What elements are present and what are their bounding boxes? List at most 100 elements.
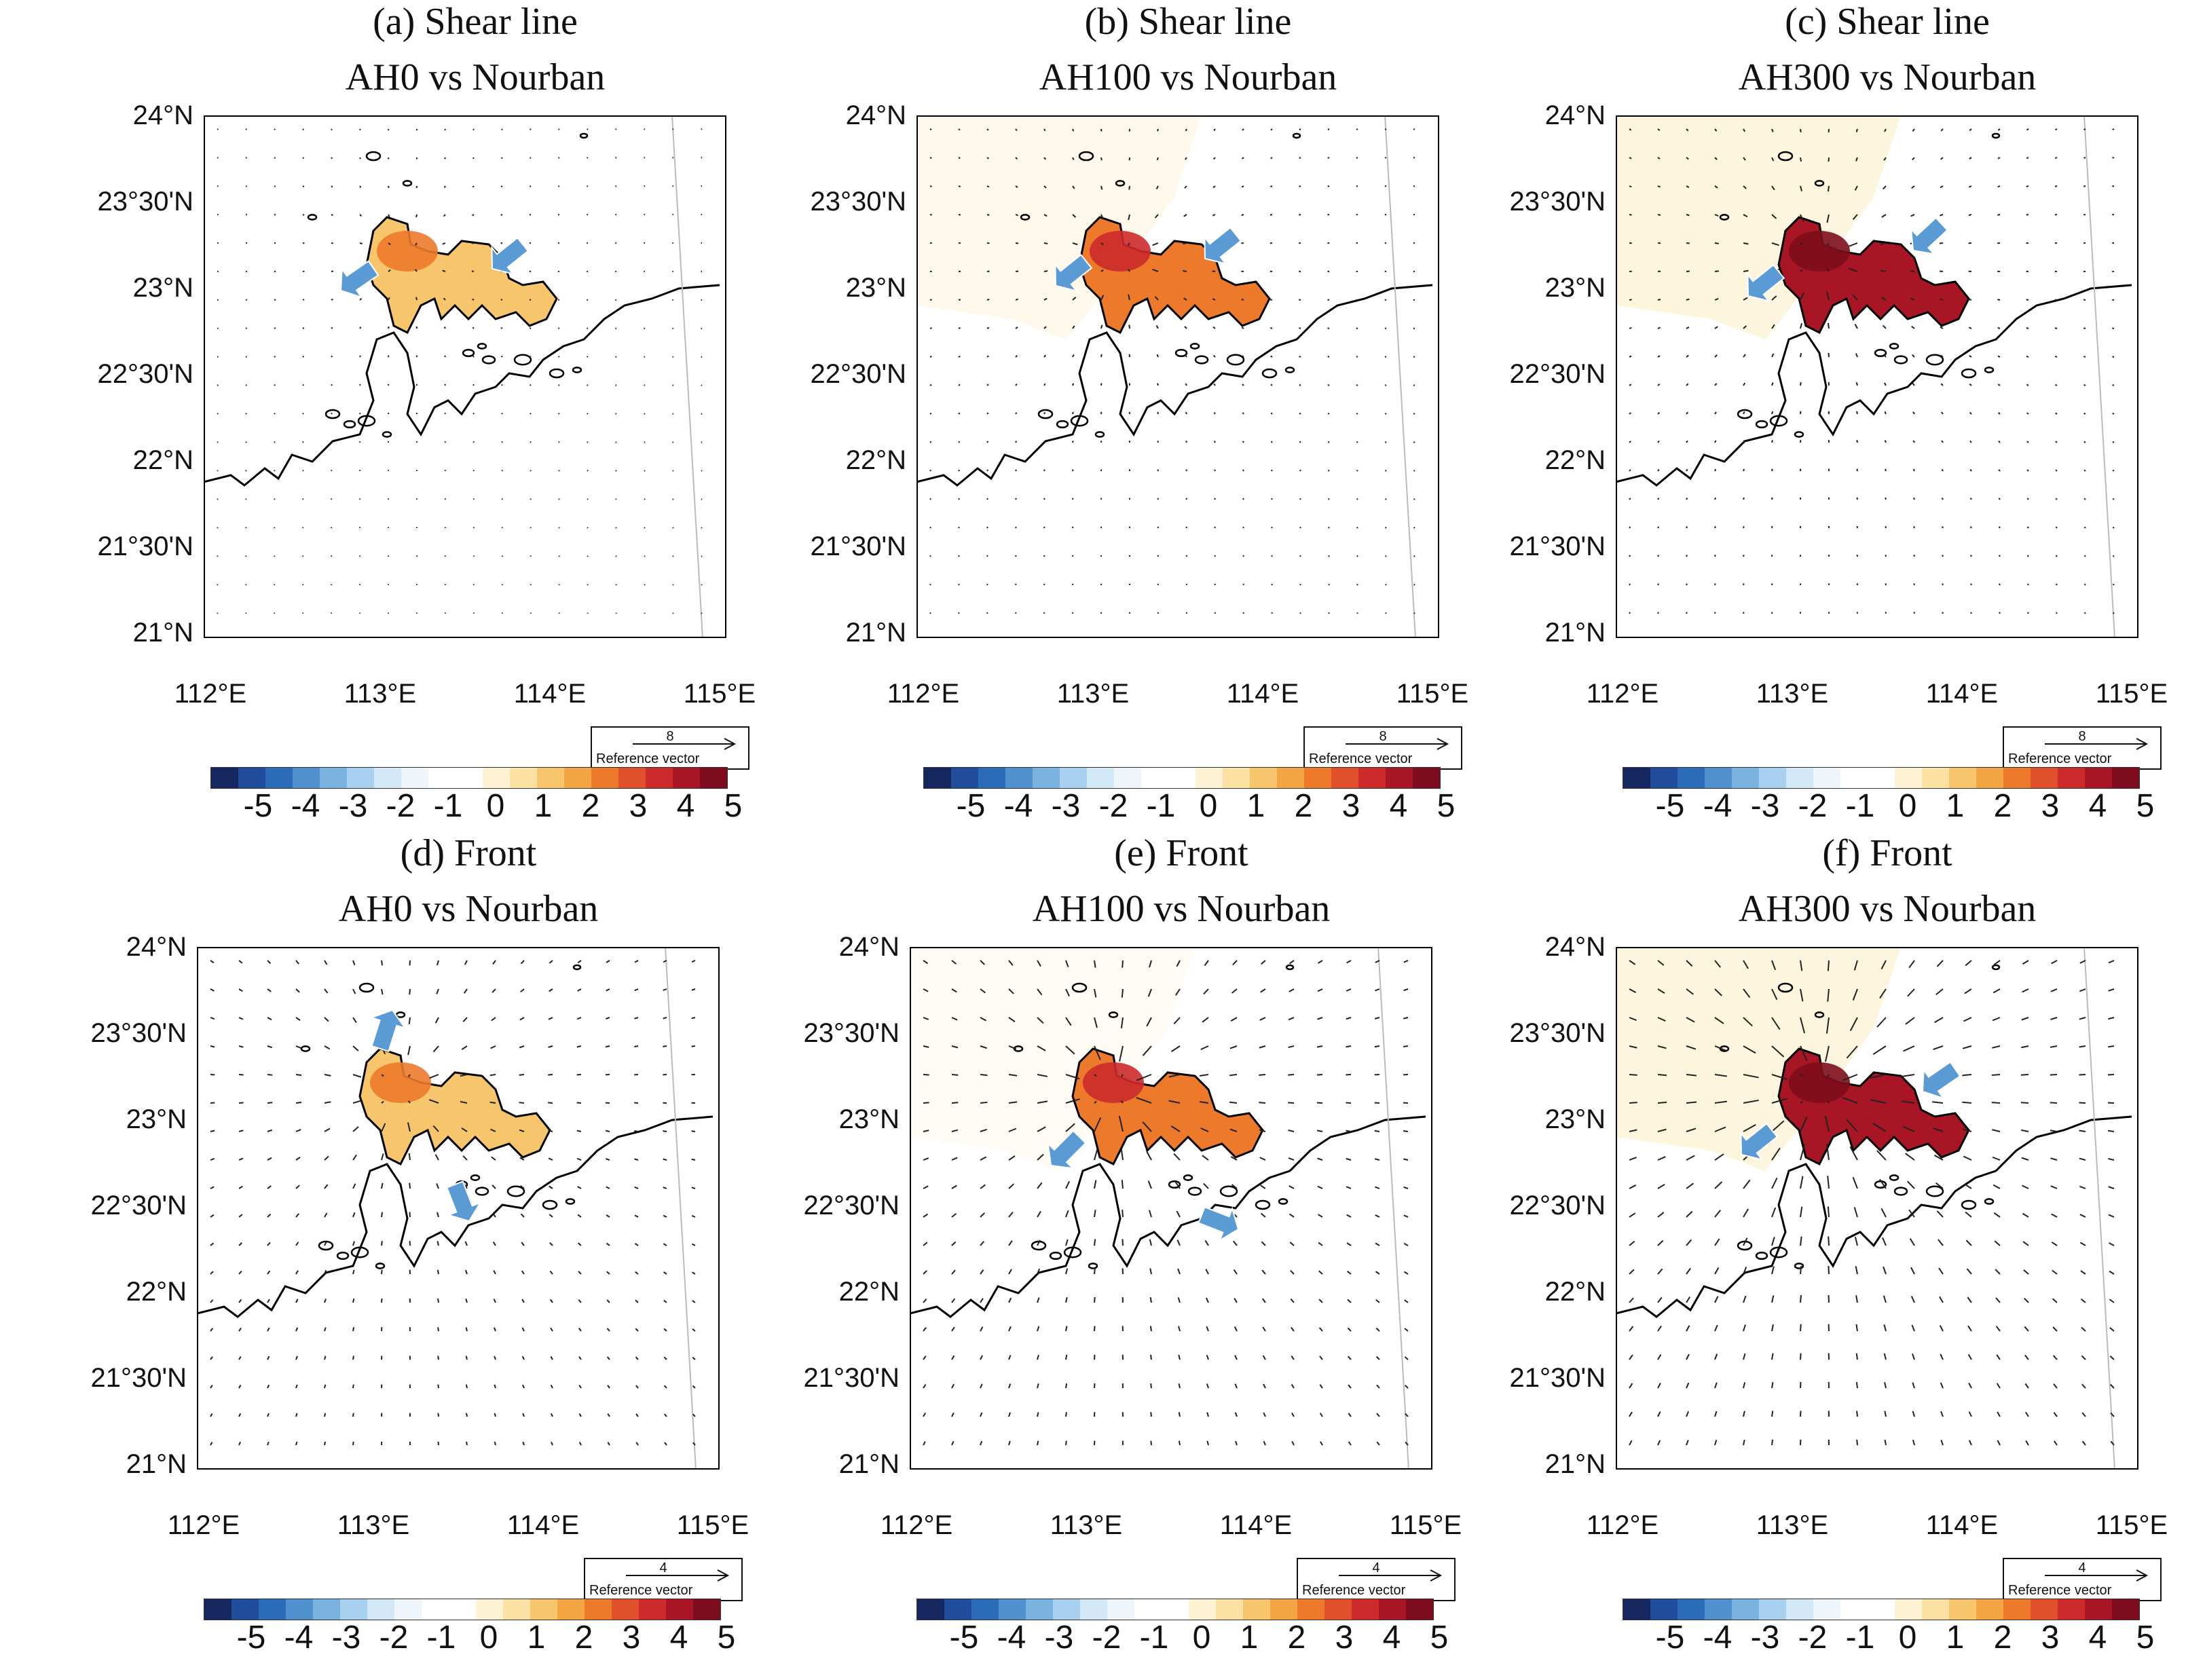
wind-vector [2025,1440,2029,1446]
wind-vector [210,1130,215,1132]
wind-vector [549,988,553,992]
wind-vector [1714,185,1718,189]
wind-vector [1657,1354,1662,1360]
wind-vector [1995,1269,2001,1275]
wind-vector [521,1327,525,1332]
wind-vector [1965,1239,1972,1246]
wind-vector [635,1413,639,1417]
wind-vector [663,1385,667,1389]
wind-vector [1657,583,1659,586]
wind-vector [1234,1383,1238,1389]
wind-vector [1629,555,1631,557]
wind-vector [1912,128,1915,132]
wind-vector [1907,988,1915,997]
wind-vector [1288,1102,1295,1104]
wind-vector [691,1130,696,1132]
wind-vector [1173,1153,1181,1161]
coastline [197,1115,714,1318]
wind-vector [267,1017,272,1021]
wind-vector [1968,1383,1972,1389]
island [462,348,475,358]
wind-vector [388,326,390,329]
wind-vector [578,1299,582,1303]
wind-vector [986,299,990,301]
wind-vector [923,1157,929,1161]
wind-vector [2050,988,2058,992]
wind-vector [1629,326,1632,329]
wind-vector [1969,157,1972,160]
wind-vector [1842,1097,1858,1104]
wind-vector [1299,128,1301,131]
wind-vector [1800,352,1802,358]
domain-boundary [1384,115,1416,638]
domain-boundary [665,947,697,1470]
wind-vector [274,441,276,443]
colorbar-label: 5 [1430,1620,1449,1656]
wind-vector [701,413,703,415]
wind-vector [521,1356,525,1360]
wind-vector [1743,157,1746,161]
wind-vector [1008,1355,1012,1360]
wind-vector [331,214,333,217]
wind-vector [217,612,219,614]
wind-vector [1629,498,1631,500]
wind-vector [549,1242,553,1246]
wind-vector [1241,298,1244,301]
wind-vector [1234,1297,1238,1303]
panel-title: (d) Front [400,832,537,874]
wind-vector [1657,1239,1664,1246]
wind-vector [1376,1413,1380,1417]
lat-label: 21°30'N [97,531,193,561]
wind-vector [586,327,589,329]
wind-vector [2020,1102,2029,1104]
wind-vector [1155,325,1159,329]
lat-label: 22°30'N [803,1191,900,1220]
wind-vector [1119,1045,1124,1062]
wind-vector [1940,1411,1944,1417]
wind-vector [1008,1297,1012,1303]
colorbar-swatch [2031,768,2058,788]
wind-vector [1883,1295,1887,1303]
wind-vector [1743,960,1749,969]
wind-vector [1234,1355,1238,1360]
wind-vector [2026,384,2029,386]
wind-vector [2022,988,2029,993]
wind-vector [951,1129,959,1132]
wind-vector [634,1186,639,1189]
panel-subtitle: AH300 vs Nourban [1738,888,2037,930]
wind-vector [929,157,932,160]
wind-vector [1346,1130,1352,1132]
wind-vector [2052,1355,2058,1360]
wind-vector [1714,354,1718,358]
wind-vector [2083,612,2086,614]
wind-vector [1260,960,1266,965]
wind-vector [587,128,589,130]
wind-vector [274,498,276,500]
wind-vector [929,384,932,386]
wind-vector [530,441,532,443]
lon-label: 112°E [1586,679,1659,709]
wind-vector [2083,441,2086,443]
wind-vector [1912,1439,1915,1446]
wind-vector [519,1102,525,1104]
colorbar-label: -4 [284,1620,314,1656]
wind-vector [644,441,646,443]
wind-vector [644,612,646,614]
wind-vector [1826,1017,1830,1034]
wind-vector [1629,412,1632,415]
wind-vector [274,356,276,358]
wind-vector [1686,128,1689,132]
wind-vector [1852,1176,1858,1189]
wind-vector [1374,1017,1380,1020]
wind-vector [986,185,990,188]
wind-vector [1346,1045,1352,1048]
wind-vector [557,299,560,301]
wind-vector [1184,326,1187,329]
colorbar-label: -4 [997,1620,1026,1656]
wind-vector [929,612,931,614]
wind-vector [1384,327,1387,329]
wind-vector [295,988,300,993]
colorbar-swatch [456,768,483,788]
reference-vector-box: 8 Reference vector [1303,726,1462,770]
wind-vector [472,384,475,386]
